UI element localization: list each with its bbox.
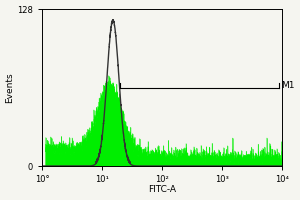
Text: M1: M1: [281, 81, 294, 90]
Y-axis label: Events: Events: [6, 72, 15, 103]
X-axis label: FITC-A: FITC-A: [148, 185, 176, 194]
